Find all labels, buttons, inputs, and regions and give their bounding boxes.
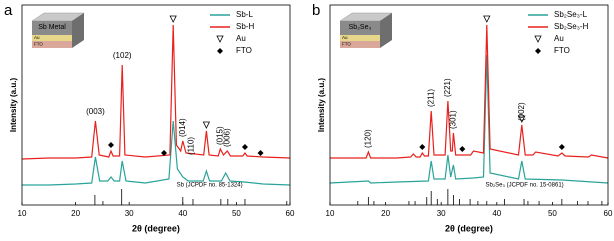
legend-symbol [216,35,224,43]
peak-label: (120) [363,129,372,148]
x-tick-label: 50 [548,209,557,218]
x-tick-label: 30 [437,209,446,218]
peak-label: (110) [186,137,195,155]
xrd-line [330,24,609,159]
x-tick-label: 60 [286,209,295,218]
legend-label: Sb-H [236,22,254,31]
legend-label: Sb₂Se₃-H [554,22,589,31]
inset-label: Sb Metal [38,24,66,31]
inset-metal [32,21,72,35]
panel-label: a [4,2,13,19]
x-tick-label: 50 [232,209,241,218]
peak-marker [419,144,426,150]
peak-marker [107,142,114,148]
panel-label: b [312,2,320,19]
reference-label: Sb (JCPDF no. 85-1324) [177,183,243,189]
inset-layer-label: FTO [342,42,351,47]
inset-metal [340,21,380,35]
peak-marker [161,150,168,156]
legend-label: FTO [554,46,570,55]
peak-label: (102) [113,51,132,60]
xrd-line [22,120,291,186]
peak-marker [459,146,466,152]
plot-frame [329,4,609,206]
inset-layer-label: Au [34,35,40,40]
plot-frame [21,4,291,206]
y-axis-label: Intensity (a.u.) [317,78,326,133]
peak-marker [169,15,177,23]
inset-layer-label: Au [342,35,348,40]
peak-marker [558,144,565,150]
peak-label: (221) [443,78,452,97]
inset-side [380,13,392,48]
inset-fto [32,41,72,48]
x-tick-label: 60 [604,209,613,218]
legend-symbol [534,35,542,43]
x-axis-label: 2θ (degree) [132,223,180,233]
xrd-line [329,54,609,184]
legend-label: Au [554,34,564,43]
peak-marker [483,15,491,23]
legend-symbol [535,48,541,54]
peak-label: (301) [449,110,458,129]
peak-label: (211) [426,89,435,107]
reference-label: Sb₂Se₃ (JCPDF no. 15-0861) [486,183,564,189]
y-axis-label: Intensity (a.u.) [9,78,18,133]
peak-label: (002) [517,102,526,121]
x-tick-label: 20 [381,209,390,218]
legend-symbol [217,48,223,54]
inset-side [72,13,84,48]
legend-label: Au [236,34,246,43]
x-axis-label: 2θ (degree) [445,223,493,233]
x-tick-label: 10 [326,209,335,218]
peak-marker [241,144,248,150]
xrd-line [21,24,291,160]
peak-marker [518,115,526,123]
inset-au [340,35,380,41]
peak-marker [257,150,264,156]
peak-label: (014) [178,118,187,137]
x-tick-label: 10 [18,209,27,218]
peak-label: (003) [86,107,105,116]
x-tick-label: 20 [71,209,80,218]
legend-label: FTO [236,46,252,55]
peak-label: (015) [215,126,224,145]
inset-layer-label: FTO [34,42,43,47]
inset-label: Sb₂Se₃ [349,24,372,31]
inset-au [32,35,72,41]
x-tick-label: 30 [125,209,134,218]
x-tick-label: 40 [178,209,187,218]
legend-label: Sb₂Se₃-L [554,10,588,19]
peak-label: (006) [222,128,231,147]
legend-label: Sb-L [236,10,253,19]
x-tick-label: 40 [492,209,501,218]
inset-fto [340,41,380,48]
peak-marker [202,121,211,129]
